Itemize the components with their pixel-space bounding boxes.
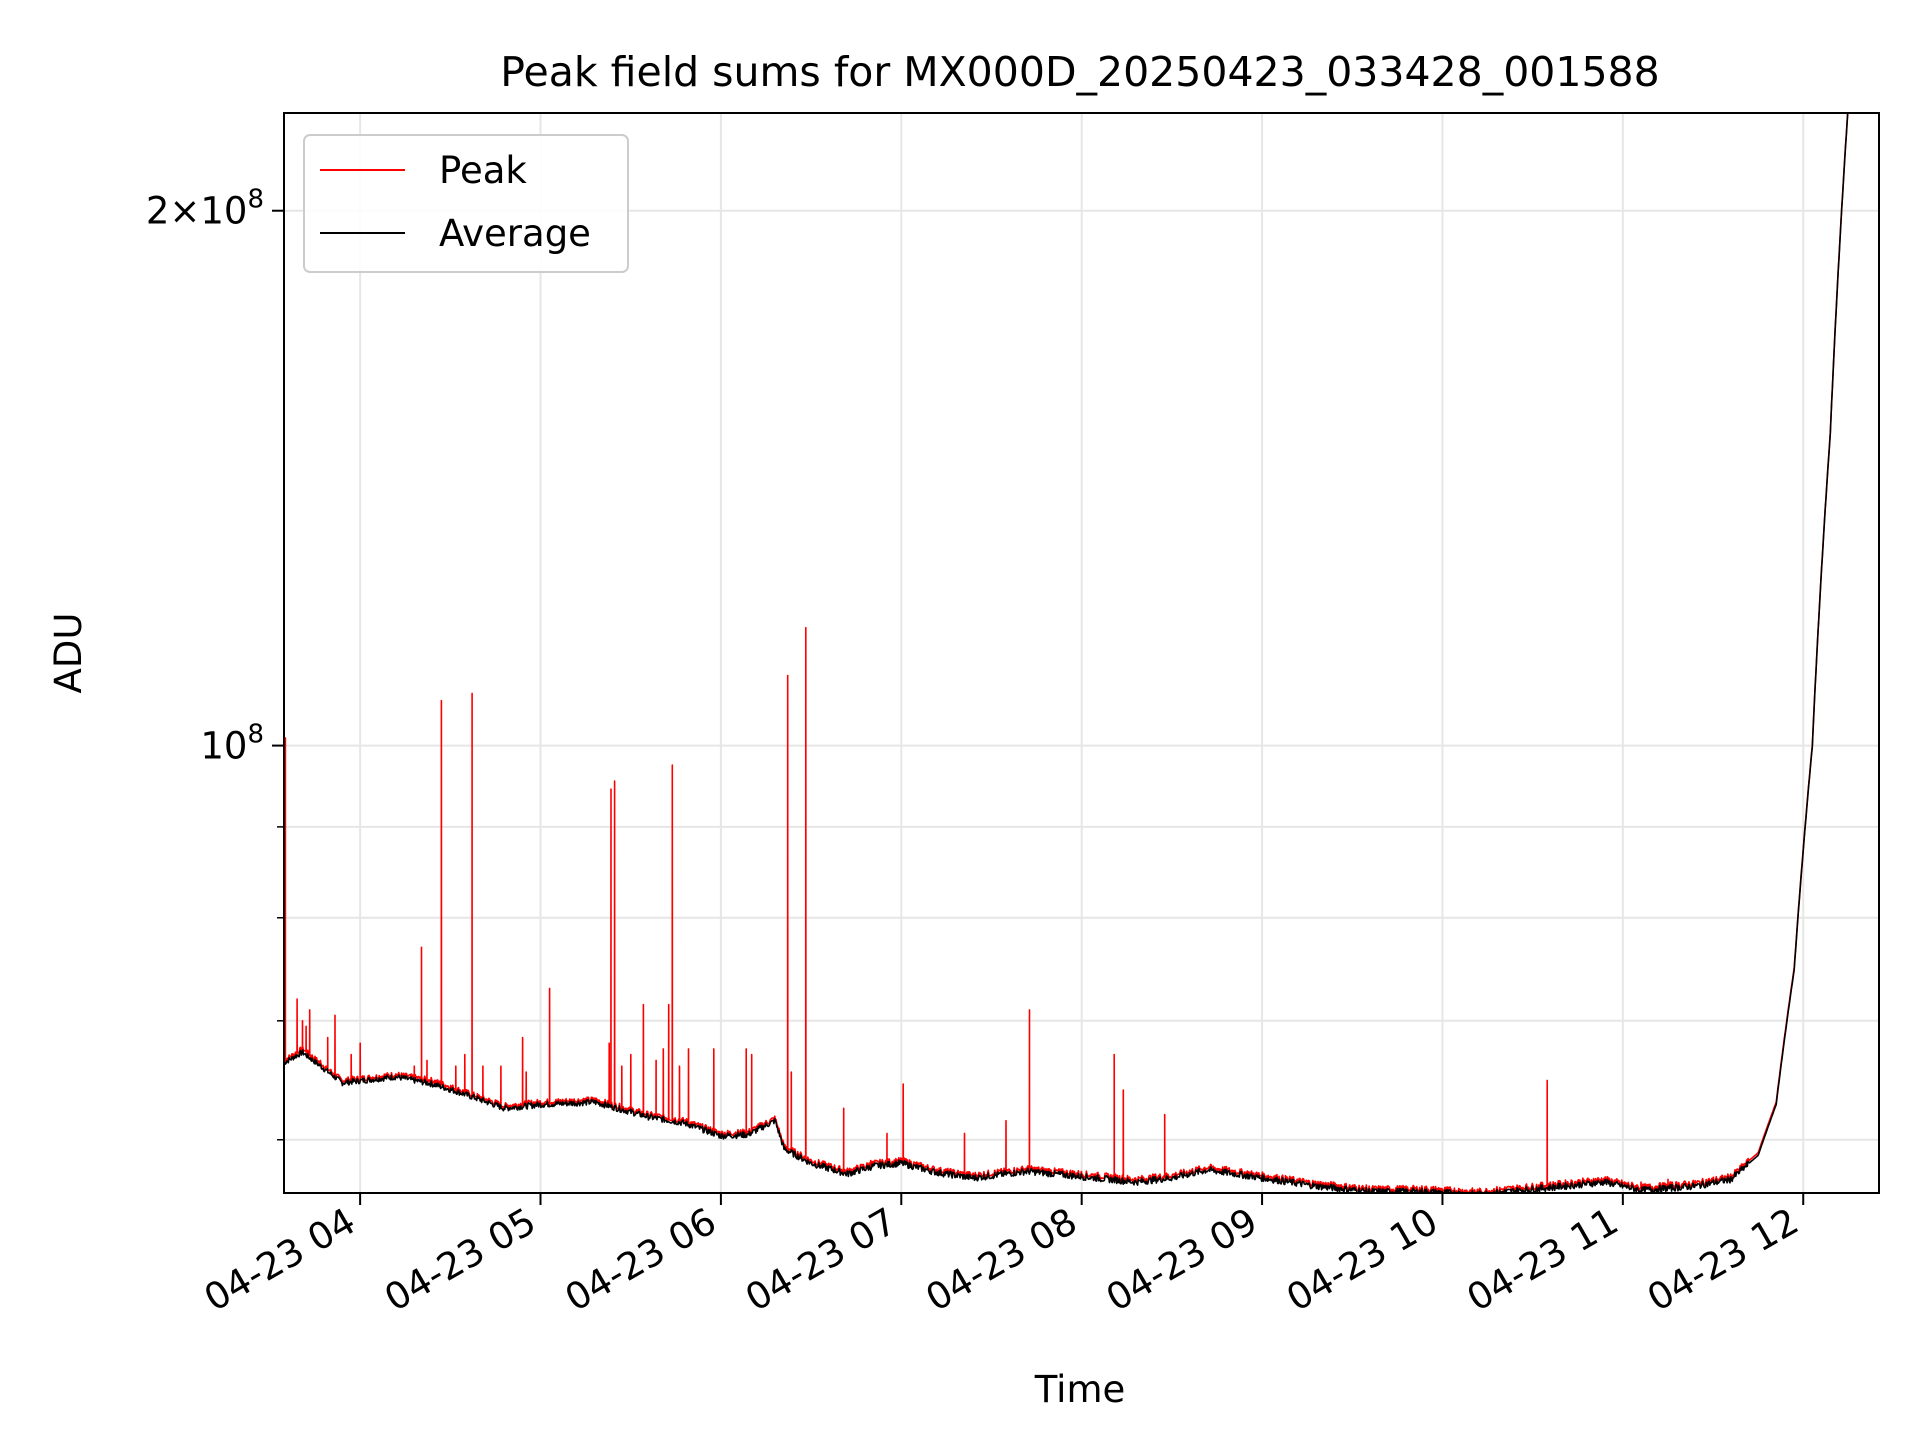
series-line-average bbox=[284, 113, 1849, 1193]
y-tick-label: 108 bbox=[200, 720, 264, 768]
series-layer bbox=[284, 113, 1849, 1193]
y-tick-label: 2×108 bbox=[146, 185, 264, 233]
legend: Peak Average bbox=[303, 134, 629, 273]
x-axis-label: Time bbox=[1034, 1368, 1126, 1411]
chart-title: Peak field sums for MX000D_20250423_0334… bbox=[500, 48, 1659, 96]
series-line-peak bbox=[284, 113, 1849, 1193]
legend-label-average: Average bbox=[439, 212, 591, 255]
y-axis-ticks: 108 2×108 bbox=[146, 185, 284, 1141]
legend-label-peak: Peak bbox=[439, 149, 527, 192]
y-axis-label: ADU bbox=[47, 613, 90, 694]
